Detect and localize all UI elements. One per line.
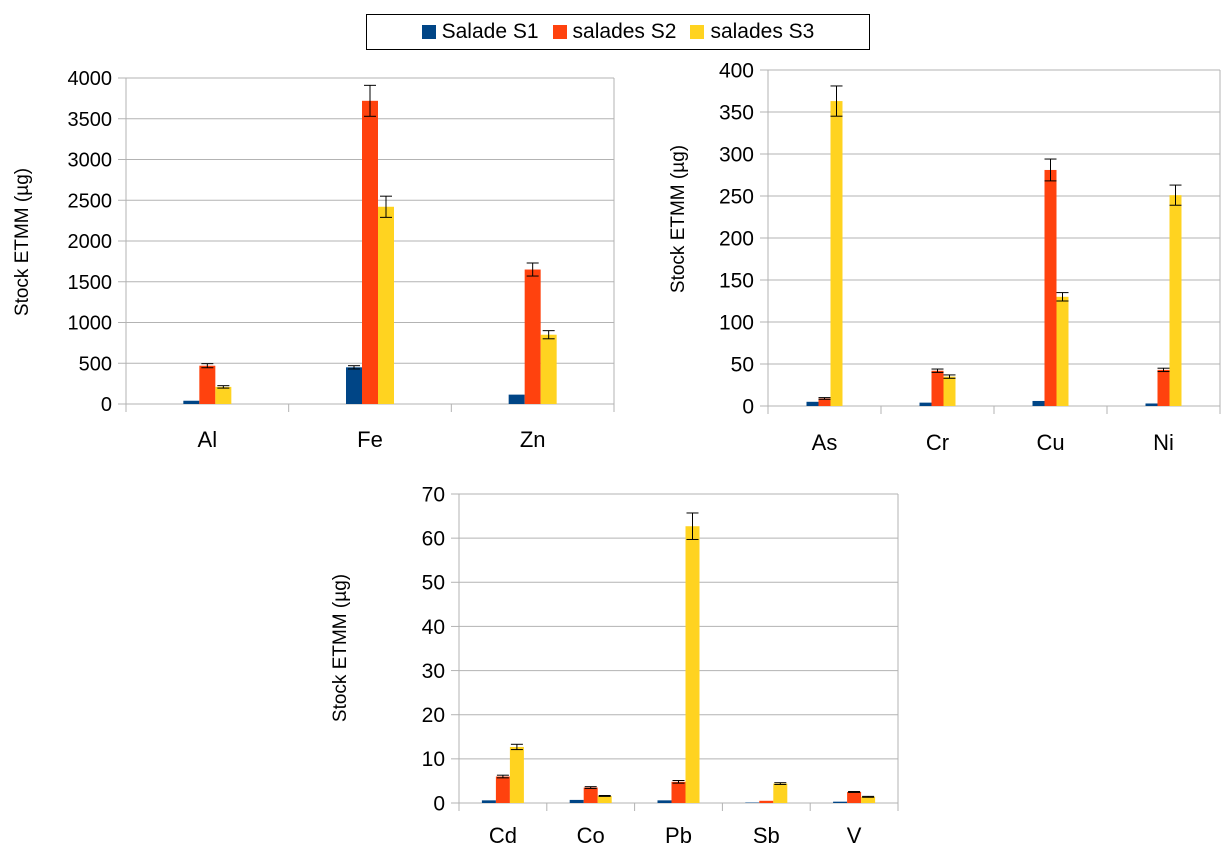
y-tick-label: 60 <box>422 527 445 550</box>
bar <box>861 796 876 803</box>
y-tick-label: 0 <box>433 792 445 815</box>
y-tick-label: 150 <box>719 269 754 292</box>
bar <box>524 269 541 404</box>
y-tick-label: 50 <box>422 572 445 595</box>
y-tick-label: 30 <box>422 660 445 683</box>
bar <box>569 799 584 803</box>
bar <box>1169 195 1182 406</box>
x-category-label: Fe <box>357 427 383 452</box>
x-category-label: As <box>812 430 838 455</box>
legend-label-s2: salades S2 <box>572 20 677 43</box>
bar <box>1056 296 1069 406</box>
y-tick-label: 200 <box>719 227 754 250</box>
y-tick-label: 1000 <box>68 313 113 335</box>
legend-item-s3: salades S3 <box>690 20 814 44</box>
y-tick-label: 1500 <box>68 272 113 294</box>
bar <box>597 795 612 803</box>
y-tick-label: 100 <box>719 311 754 334</box>
bar <box>806 401 819 406</box>
x-category-label: Pb <box>665 823 692 848</box>
y-tick-label: 300 <box>719 143 754 166</box>
bar <box>346 367 362 404</box>
bar <box>773 783 788 803</box>
bar <box>759 800 774 803</box>
legend-swatch-s1 <box>421 25 436 39</box>
x-category-label: Co <box>577 823 605 848</box>
y-tick-label: 3000 <box>68 150 113 172</box>
bar <box>1044 169 1057 406</box>
bar <box>943 376 956 406</box>
bar <box>199 365 216 404</box>
legend: Salade S1 salades S2 salades S3 <box>366 14 870 50</box>
bar <box>931 370 944 406</box>
chart-major-elements: 0 500 1000 1500 2000 2500 3000 3500 4000 Al Fe Zn St… <box>12 68 615 452</box>
x-category-label: Al <box>198 427 218 452</box>
y-axis-title: Stock ETMM (µg) <box>330 574 351 722</box>
bar <box>509 746 524 803</box>
legend-swatch-s3 <box>690 25 705 39</box>
bar <box>508 394 525 404</box>
chart-minor-trace-elements: 0 10 20 30 40 50 60 70 Cd Co Pb Sb V Stock ETMM (µg) <box>330 483 899 848</box>
bar <box>833 801 848 803</box>
bar <box>540 334 557 404</box>
plot-area: 0 50 100 150 200 250 300 350 400 As Cr Cu Ni Stock ET… <box>668 59 1221 455</box>
bar <box>378 206 394 404</box>
y-tick-label: 10 <box>422 748 445 771</box>
bar <box>495 776 510 803</box>
x-category-label: Zn <box>520 427 546 452</box>
bar <box>685 526 700 803</box>
y-tick-label: 50 <box>731 353 754 376</box>
bar <box>183 400 200 404</box>
y-axis-title: Stock ETMM (µg) <box>668 145 689 293</box>
y-tick-label: 350 <box>719 101 754 124</box>
y-tick-label: 2000 <box>68 231 113 253</box>
legend-label-s1: Salade S1 <box>441 20 539 43</box>
x-category-label: Cr <box>926 430 949 455</box>
y-tick-label: 40 <box>422 616 445 639</box>
plot-area: 0 10 20 30 40 50 60 70 Cd Co Pb Sb V Stock ETMM (µg) <box>330 483 899 848</box>
y-tick-label: 3500 <box>68 109 113 131</box>
bar <box>481 800 496 803</box>
bar <box>830 101 843 406</box>
y-tick-label: 250 <box>719 185 754 208</box>
bar <box>215 386 232 404</box>
x-category-label: Cd <box>489 823 517 848</box>
y-tick-label: 4000 <box>68 68 113 90</box>
chart-trace-elements: 0 50 100 150 200 250 300 350 400 As Cr Cu Ni Stock ET… <box>668 59 1221 455</box>
bar <box>657 800 672 803</box>
x-category-label: Cu <box>1036 430 1064 455</box>
legend-swatch-s2 <box>552 25 567 39</box>
plot-area: 0 500 1000 1500 2000 2500 3000 3500 4000 Al Fe Zn St… <box>12 68 615 452</box>
bar <box>1157 369 1170 406</box>
x-category-label: V <box>847 823 862 848</box>
y-axis-title: Stock ETMM (µg) <box>12 168 33 316</box>
y-tick-label: 20 <box>422 704 445 727</box>
bar <box>818 398 831 406</box>
y-tick-label: 2500 <box>68 190 113 212</box>
bar <box>1032 400 1045 406</box>
y-tick-label: 70 <box>422 483 445 506</box>
legend-item-s1: Salade S1 <box>421 20 539 44</box>
legend-label-s3: salades S3 <box>710 20 815 43</box>
bar <box>671 781 686 803</box>
bar <box>847 791 862 803</box>
x-category-label: Sb <box>753 823 780 848</box>
bar <box>919 402 932 406</box>
legend-item-s2: salades S2 <box>552 20 677 44</box>
bar <box>362 100 378 404</box>
y-tick-label: 500 <box>79 353 112 375</box>
y-tick-label: 0 <box>101 394 112 416</box>
y-tick-label: 0 <box>742 395 754 418</box>
bar <box>583 787 598 803</box>
bar <box>1145 403 1158 406</box>
x-category-label: Ni <box>1153 430 1174 455</box>
y-tick-label: 400 <box>719 59 754 82</box>
